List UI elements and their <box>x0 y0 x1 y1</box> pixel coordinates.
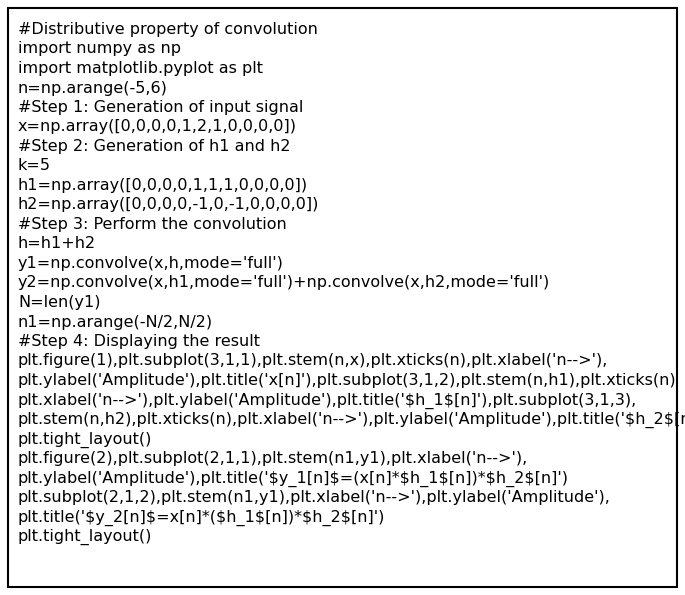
Text: import numpy as np: import numpy as np <box>18 42 181 57</box>
Text: plt.ylabel('Amplitude'),plt.title('$y_1[n]$=(x[n]*$h_1$[n])*$h_2$[n]'): plt.ylabel('Amplitude'),plt.title('$y_1[… <box>18 471 569 487</box>
Text: import matplotlib.pyplot as plt: import matplotlib.pyplot as plt <box>18 61 263 76</box>
Text: h1=np.array([0,0,0,0,1,1,1,0,0,0,0]): h1=np.array([0,0,0,0,1,1,1,0,0,0,0]) <box>18 178 308 193</box>
Text: n=np.arange(-5,6): n=np.arange(-5,6) <box>18 80 168 96</box>
Text: plt.subplot(2,1,2),plt.stem(n1,y1),plt.xlabel('n-->'),plt.ylabel('Amplitude'),: plt.subplot(2,1,2),plt.stem(n1,y1),plt.x… <box>18 490 611 505</box>
Text: y2=np.convolve(x,h1,mode='full')+np.convolve(x,h2,mode='full'): y2=np.convolve(x,h1,mode='full')+np.conv… <box>18 275 550 290</box>
Text: plt.title('$y_2[n]$=x[n]*($h_1$[n])*$h_2$[n]'): plt.title('$y_2[n]$=x[n]*($h_1$[n])*$h_2… <box>18 509 386 526</box>
Text: plt.tight_layout(): plt.tight_layout() <box>18 529 152 545</box>
Text: plt.xlabel('n-->'),plt.ylabel('Amplitude'),plt.title('$h_1$[n]'),plt.subplot(3,1: plt.xlabel('n-->'),plt.ylabel('Amplitude… <box>18 393 637 409</box>
Text: n1=np.arange(-N/2,N/2): n1=np.arange(-N/2,N/2) <box>18 315 213 330</box>
Text: h=h1+h2: h=h1+h2 <box>18 236 96 252</box>
Text: plt.figure(1),plt.subplot(3,1,1),plt.stem(n,x),plt.xticks(n),plt.xlabel('n-->'),: plt.figure(1),plt.subplot(3,1,1),plt.ste… <box>18 353 608 368</box>
Text: #Step 4: Displaying the result: #Step 4: Displaying the result <box>18 334 260 349</box>
Text: plt.ylabel('Amplitude'),plt.title('x[n]'),plt.subplot(3,1,2),plt.stem(n,h1),plt.: plt.ylabel('Amplitude'),plt.title('x[n]'… <box>18 373 677 388</box>
Text: #Step 1: Generation of input signal: #Step 1: Generation of input signal <box>18 100 303 115</box>
Text: x=np.array([0,0,0,0,1,2,1,0,0,0,0]): x=np.array([0,0,0,0,1,2,1,0,0,0,0]) <box>18 120 297 134</box>
Text: N=len(y1): N=len(y1) <box>18 295 101 310</box>
Text: #Step 3: Perform the convolution: #Step 3: Perform the convolution <box>18 217 287 232</box>
Text: y1=np.convolve(x,h,mode='full'): y1=np.convolve(x,h,mode='full') <box>18 256 284 271</box>
Text: plt.stem(n,h2),plt.xticks(n),plt.xlabel('n-->'),plt.ylabel('Amplitude'),plt.titl: plt.stem(n,h2),plt.xticks(n),plt.xlabel(… <box>18 412 685 428</box>
Text: plt.figure(2),plt.subplot(2,1,1),plt.stem(n1,y1),plt.xlabel('n-->'),: plt.figure(2),plt.subplot(2,1,1),plt.ste… <box>18 451 528 466</box>
Text: #Distributive property of convolution: #Distributive property of convolution <box>18 22 318 37</box>
Text: h2=np.array([0,0,0,0,-1,0,-1,0,0,0,0]): h2=np.array([0,0,0,0,-1,0,-1,0,0,0,0]) <box>18 198 319 212</box>
Text: plt.tight_layout(): plt.tight_layout() <box>18 431 152 447</box>
Text: #Step 2: Generation of h1 and h2: #Step 2: Generation of h1 and h2 <box>18 139 290 154</box>
Text: k=5: k=5 <box>18 158 51 174</box>
